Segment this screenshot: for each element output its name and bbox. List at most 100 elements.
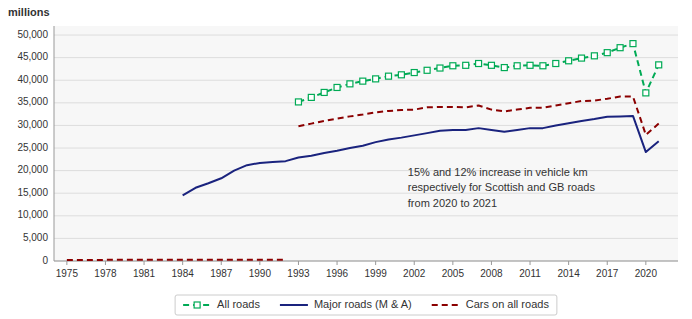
point-marker (553, 61, 559, 67)
x-tick-label: 1978 (94, 268, 117, 279)
x-tick (645, 261, 646, 265)
y-tick-label: 50,000 (17, 29, 48, 40)
point-marker (411, 70, 417, 76)
point-marker (656, 62, 662, 68)
x-tick-label: 1990 (249, 268, 272, 279)
y-tick-label: 30,000 (17, 119, 48, 130)
legend-swatch (432, 304, 460, 306)
legend-swatch (280, 304, 308, 306)
series-line (298, 44, 658, 102)
x-tick-label: 1984 (172, 268, 195, 279)
grid-line (54, 215, 678, 216)
point-marker (527, 62, 533, 68)
x-tick-label: 2017 (596, 268, 619, 279)
x-tick-label: 2002 (403, 268, 426, 279)
y-tick-label: 15,000 (17, 187, 48, 198)
y-tick-label: 5,000 (23, 232, 48, 243)
legend-item: All roads (183, 298, 260, 310)
legend: All roads Major roads (M & A) Cars on all … (175, 295, 557, 315)
legend-box (175, 295, 557, 315)
point-marker (501, 65, 507, 71)
annotation-line: respectively for Scottish and GB roads (408, 181, 596, 193)
data (67, 41, 662, 260)
point-marker (308, 94, 314, 100)
legend-item: Cars on all roads (432, 298, 550, 310)
point-marker (476, 61, 482, 67)
legend-item: Major roads (M & A) (280, 298, 412, 310)
x-tick (568, 261, 569, 265)
series-line (67, 259, 286, 261)
y-tick-label: 20,000 (17, 164, 48, 175)
point-marker (643, 90, 649, 96)
point-marker (604, 50, 610, 56)
y-tick-label: 0 (42, 255, 48, 266)
point-marker (360, 78, 366, 84)
point-marker (488, 62, 494, 68)
x-tick-label: 2011 (519, 268, 541, 279)
grid-line (54, 102, 678, 103)
x-tick (530, 261, 531, 265)
annotation-line: 15% and 12% increase in vehicle km (408, 166, 588, 178)
point-marker (437, 65, 443, 71)
legend-label: Cars on all roads (466, 298, 550, 310)
grid-line (54, 125, 678, 126)
legend-label: Major roads (M & A) (314, 298, 412, 310)
grid-line (54, 238, 678, 239)
x-tick-label: 1981 (133, 268, 156, 279)
point-marker (591, 53, 597, 59)
chart: 05,00010,00015,00020,00025,00030,00035,0… (0, 0, 692, 319)
x-tick-label: 2008 (480, 268, 503, 279)
y-tick-label: 45,000 (17, 51, 48, 62)
y-tick-label: 10,000 (17, 209, 48, 220)
x-tick (337, 261, 338, 265)
x-tick-label: 1999 (365, 268, 388, 279)
point-marker (450, 63, 456, 69)
x-tick-label: 1993 (287, 268, 310, 279)
point-marker (321, 89, 327, 95)
point-marker (463, 62, 469, 68)
x-tick (66, 261, 67, 265)
point-marker (566, 58, 572, 64)
point-marker (514, 63, 520, 69)
point-marker (334, 84, 340, 90)
annotation-line: from 2020 to 2021 (408, 197, 497, 209)
point-marker (398, 72, 404, 78)
point-marker (373, 76, 379, 82)
x-tick (144, 261, 145, 265)
x-tick (375, 261, 376, 265)
point-marker (540, 63, 546, 69)
point-marker (617, 45, 623, 51)
x-tick (452, 261, 453, 265)
x-tick (607, 261, 608, 265)
x-tick (182, 261, 183, 265)
x-tick (221, 261, 222, 265)
grid-line (54, 148, 678, 149)
point-marker (579, 55, 585, 61)
annotation: 15% and 12% increase in vehicle km respec… (408, 166, 596, 209)
x-tick-label: 1975 (56, 268, 79, 279)
x-axis: 1975 1978 1981 1984 1987 1990 1993 1996 1999 2002… (56, 261, 658, 279)
y-axis-line (54, 26, 55, 261)
x-tick-label: 2020 (635, 268, 658, 279)
grid-line (54, 35, 678, 36)
plot-area (54, 26, 678, 261)
x-tick (105, 261, 106, 265)
x-tick-label: 2014 (558, 268, 581, 279)
legend-marker (194, 302, 200, 308)
x-tick (259, 261, 260, 265)
x-axis-line (54, 261, 678, 262)
grid-line (54, 261, 678, 262)
x-tick-label: 1996 (326, 268, 349, 279)
x-tick (491, 261, 492, 265)
x-tick-label: 2005 (442, 268, 465, 279)
y-axis-label: millions (8, 6, 50, 18)
series-line (183, 116, 659, 196)
legend-label: All roads (217, 298, 260, 310)
point-marker (424, 67, 430, 73)
y-tick-label: 25,000 (17, 142, 48, 153)
x-tick-label: 1987 (210, 268, 233, 279)
x-tick (298, 261, 299, 265)
point-marker (295, 99, 301, 105)
y-axis: 05,00010,00015,00020,00025,00030,00035,0… (17, 29, 48, 266)
series-line (298, 97, 658, 135)
